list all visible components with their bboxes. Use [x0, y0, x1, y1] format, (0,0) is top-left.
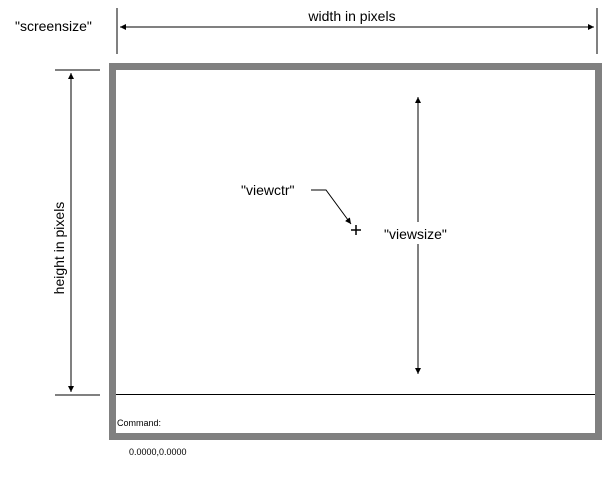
height-label: height in pixels: [51, 202, 67, 295]
viewctr-leader: [311, 189, 352, 225]
screen-frame: [109, 63, 602, 440]
command-prompt: Command:: [117, 418, 161, 428]
coordinate-readout: 0.0000,0.0000: [129, 447, 187, 457]
viewsize-label: "viewsize": [384, 226, 447, 242]
viewsize-label-mask: [381, 222, 461, 244]
screensize-label: "screensize": [15, 18, 92, 34]
view-center-crosshair: [351, 225, 361, 235]
width-label: width in pixels: [307, 8, 395, 24]
viewctr-label: "viewctr": [241, 182, 295, 198]
